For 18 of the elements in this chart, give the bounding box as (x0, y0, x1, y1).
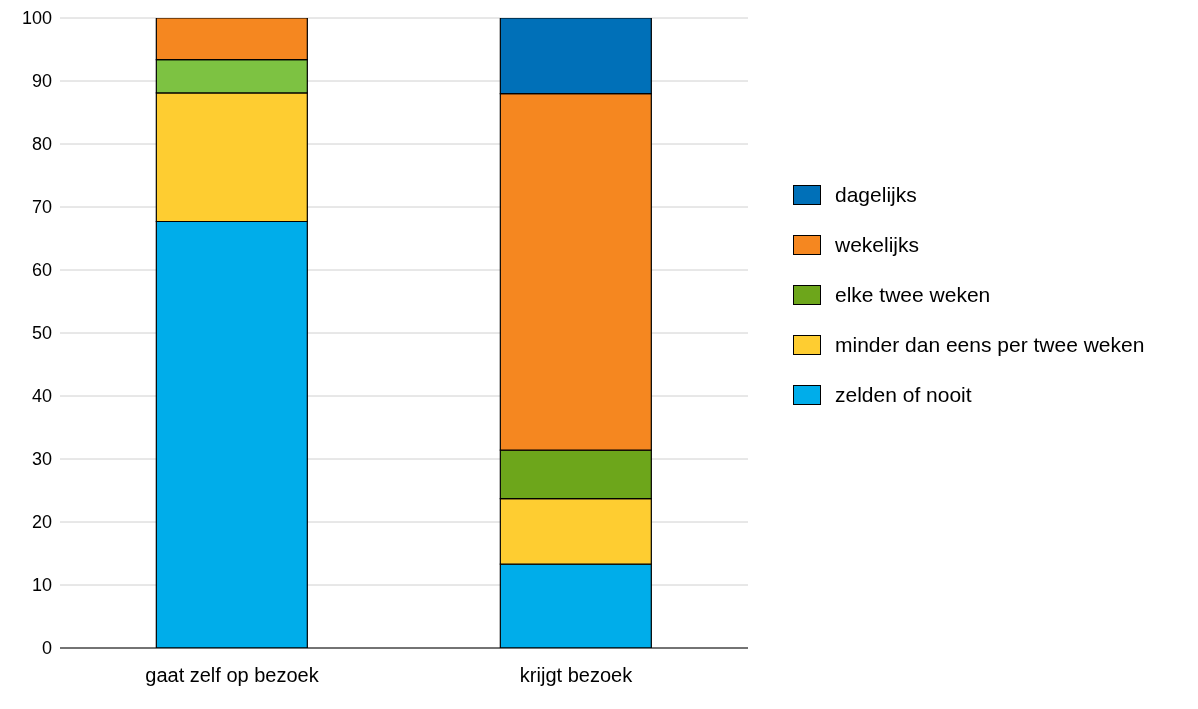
legend-label: elke twee weken (835, 283, 991, 307)
y-tick-label: 40 (31, 386, 52, 407)
y-tick-label: 70 (31, 197, 52, 218)
y-tick-label: 10 (31, 575, 52, 596)
legend-label: wekelijks (835, 233, 920, 257)
y-tick-label: 80 (31, 134, 52, 155)
legend-label: zelden of nooit (835, 383, 972, 407)
y-tick-label: 60 (31, 260, 52, 281)
y-tick-label: 0 (41, 638, 52, 659)
x-tick-label: gaat zelf op bezoek (145, 664, 320, 687)
y-tick-label: 50 (31, 323, 52, 344)
x-tick-label: krijgt bezoek (519, 664, 634, 687)
y-tick-label: 30 (31, 449, 52, 470)
legend-label: dagelijks (835, 183, 917, 207)
legend-label: minder dan eens per twee weken (835, 333, 1145, 357)
y-tick-label: 20 (31, 512, 52, 533)
y-tick-label: 90 (31, 71, 52, 92)
y-tick-label: 100 (21, 8, 52, 29)
